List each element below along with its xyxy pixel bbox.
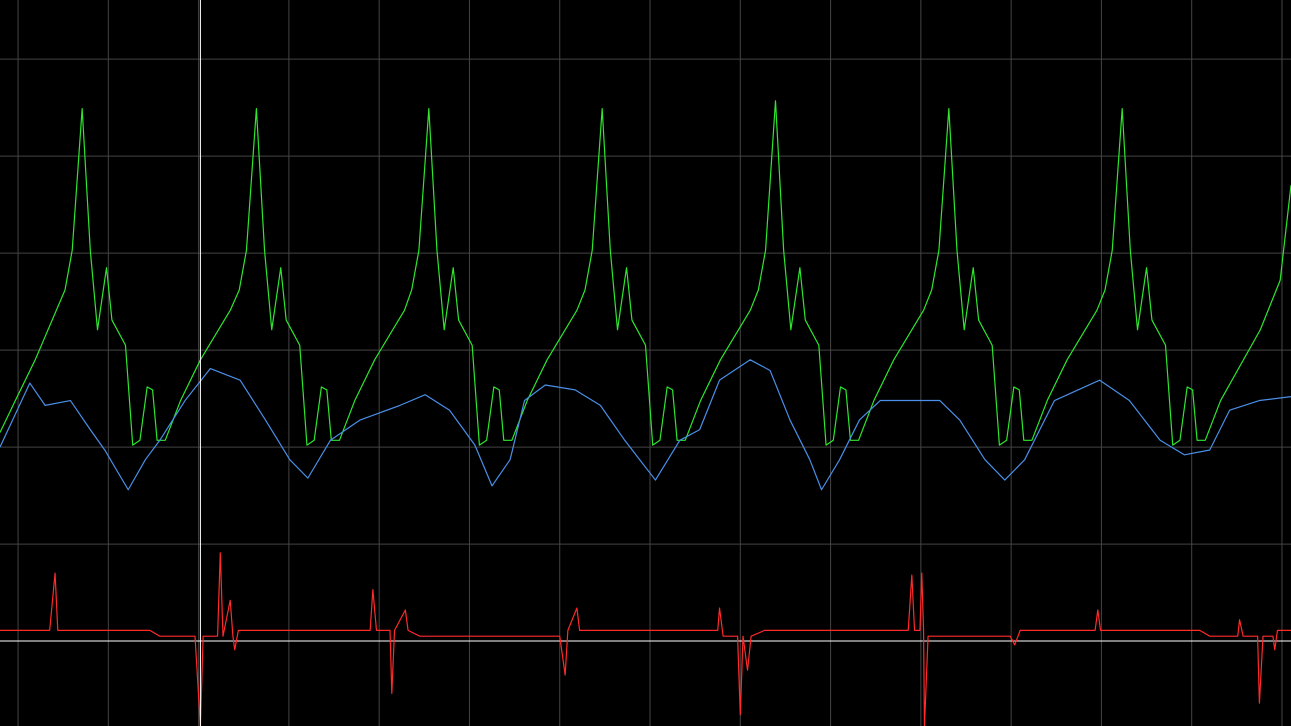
trace xyxy=(0,359,1291,491)
trace xyxy=(0,100,1291,446)
trace xyxy=(0,552,1291,726)
